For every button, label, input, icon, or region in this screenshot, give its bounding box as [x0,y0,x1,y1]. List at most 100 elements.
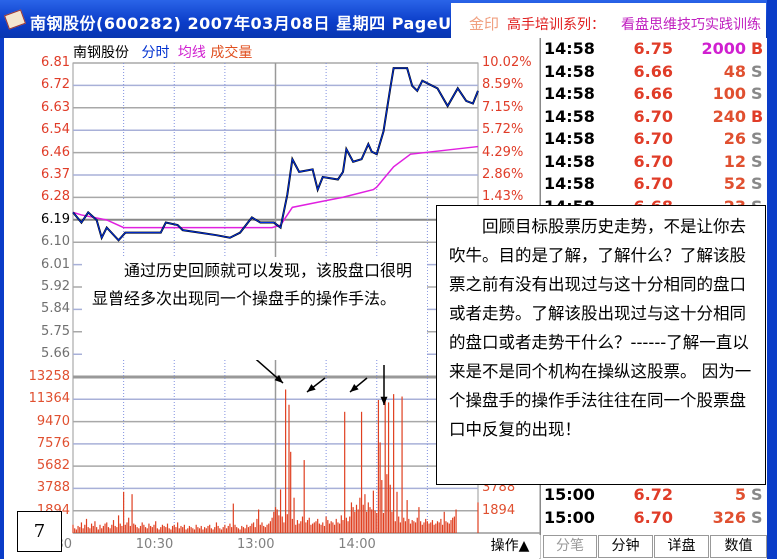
tab-operate[interactable]: 操作▲ [480,535,540,558]
tick-price: 6.70 [633,151,673,171]
tab-minutes[interactable]: 分钟 [598,535,653,558]
stock-name: 南钢股份 [73,45,129,61]
tick-time: 15:00 [544,508,595,527]
volume-tick-label: 7576 [36,435,70,451]
tick-price: 6.72 [633,485,673,504]
tick-side: S [751,61,763,81]
tick-time: 14:58 [544,106,595,126]
volume-tick-label: 3788 [36,480,70,496]
arrow-head [380,396,388,405]
tick-side: S [751,485,763,504]
volume-tick-label: 5682 [36,458,70,474]
note-left-text: 通过历史回顾就可以发现，该股盘口很明显曾经多次出现同一个操盘手的操作手法。 [92,261,413,308]
logo: 金印 [469,15,500,33]
tick-row[interactable]: 14:58 6.70 52 S [541,174,768,196]
pct-tick-label: 8.59% [482,77,524,93]
price-tick-label: 6.37 [41,167,70,182]
price-tick-label: 6.63 [41,99,70,115]
tick-price: 6.70 [633,174,673,193]
price-tick-label: 6.28 [41,189,70,205]
window-title: 南钢股份(600282) 2007年03月08日 星期四 PageUp [30,14,464,33]
tab-values[interactable]: 数值 [710,535,767,558]
time-tick-label: 14:00 [338,537,376,552]
tick-time: 14:58 [544,61,595,81]
tick-row[interactable]: 14:58 6.70 26 S [541,129,768,151]
tick-side: S [751,151,763,171]
price-tick-label: 6.19 [41,211,70,227]
time-tick-label: 10:30 [135,537,174,552]
mode-tab-intraday[interactable]: 分时 [141,45,170,61]
pct-tick-label: 2.86% [482,167,524,182]
tick-volume: 326 [712,508,746,527]
tick-time: 14:58 [544,174,595,193]
tick-side: B [751,39,764,58]
price-tick-label: 5.75 [41,323,70,339]
pct-tick-label: 4.29% [482,144,524,160]
price-tick-label: 5.66 [41,346,70,362]
pct-tick-label: 5.72% [482,122,524,138]
tick-price: 6.66 [633,84,673,103]
annotation-note-right: 回顾目标股票历史走势，不是让你去吹牛。目的是了解，了解什么？了解该股票之前有没有… [436,205,766,485]
pct-tick-label: 7.15% [482,99,524,115]
tick-volume: 5 [734,485,746,504]
tick-price: 6.70 [633,129,673,148]
tick-volume: 12 [723,151,746,171]
tick-time: 15:00 [544,485,595,504]
chart-header: 南钢股份 分时 均线 成交量 [73,42,252,62]
tick-side: B [751,106,764,126]
series-label: 高手培训系列： [507,17,605,33]
tick-price: 6.66 [633,61,673,81]
price-tick-label: 6.10 [41,234,70,250]
tick-price: 6.70 [633,106,673,126]
annotation-note-left: 通过历史回顾就可以发现，该股盘口很明显曾经多次出现同一个操盘手的操作手法。 [82,257,427,360]
volume-toggle[interactable]: 成交量 [210,45,253,61]
tab-detail[interactable]: 详盘 [654,535,709,558]
tick-row[interactable]: 14:58 6.70 240 B [541,107,768,129]
arrow-head [274,374,283,383]
pct-tick-label: 1.43% [482,189,524,205]
arrow-head [307,384,316,392]
tick-volume: 48 [723,61,746,81]
avg-line-toggle[interactable]: 均线 [177,45,206,61]
price-tick-label: 6.01 [41,256,70,272]
tick-row[interactable]: 14:58 6.70 12 S [541,152,768,174]
tick-volume: 52 [723,174,746,193]
tab-ticks[interactable]: 分笔 [543,535,597,558]
price-tick-label: 5.92 [41,279,70,294]
price-tick-label: 6.54 [41,122,70,138]
time-tick-label: 13:00 [237,537,275,552]
tick-volume: 2000 [701,39,746,58]
price-line [72,67,479,242]
tick-time: 14:58 [544,129,595,148]
tick-volume: 26 [723,129,746,148]
tick-time: 14:58 [544,84,595,103]
tick-side: S [751,84,763,103]
tick-price: 6.70 [633,508,673,527]
note-right-text: 回顾目标股票历史走势，不是让你去吹牛。目的是了解，了解什么？了解该股票之前有没有… [449,217,752,439]
tick-row[interactable]: 14:58 6.75 2000 B [541,39,768,61]
tick-row[interactable]: 15:00 6.70 326 S [541,508,768,530]
tick-volume: 240 [712,106,746,126]
pct-tick-label: 10.02% [482,55,532,70]
volume-tick-label: 11364 [28,391,70,407]
course-title: 看盘思维技巧实践训练 [621,17,761,33]
tick-row[interactable]: 15:00 6.72 5 S [541,485,768,507]
price-tick-label: 6.72 [41,77,70,93]
tick-row[interactable]: 14:58 6.66 100 S [541,84,768,106]
arrow-head [350,384,359,392]
page-number: 7 [17,511,62,552]
price-tick-label: 6.81 [41,55,70,70]
tick-side: S [751,129,763,148]
tick-side: S [751,174,763,193]
volume-tick-label: 13258 [28,369,70,384]
tick-side: S [751,508,763,527]
avg-price-line [72,145,479,229]
window-border-left [0,38,4,559]
course-banner: 金印 高手培训系列： 看盘思维技巧实践训练 [451,3,766,38]
window-border-right [767,0,777,559]
tick-row[interactable]: 14:58 6.66 48 S [541,62,768,84]
tick-volume: 100 [712,84,746,103]
tick-time: 14:58 [544,151,595,171]
